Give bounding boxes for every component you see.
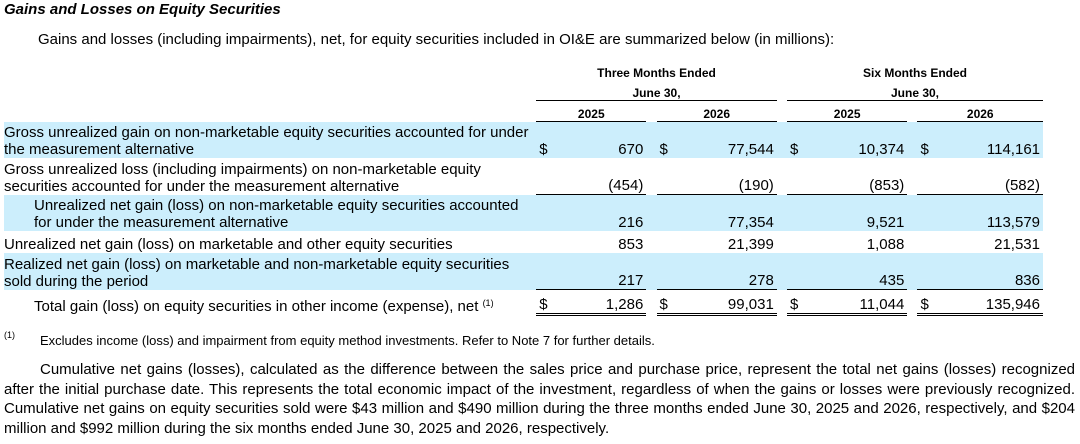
row-label: Gross unrealized gain on non-marketable … [4, 121, 537, 158]
header-three-months: Three Months Ended [597, 66, 716, 80]
cell-value: 216 [556, 194, 647, 231]
cell-value: 113,579 [937, 194, 1043, 231]
dollar-sign: $ [656, 289, 677, 316]
cell-value: 217 [556, 253, 647, 290]
header-six-months: Six Months Ended [862, 66, 967, 80]
cell-value: (454) [608, 177, 644, 194]
cell-value: 1,088 [866, 236, 905, 253]
footnote-text: Excludes income (loss) and impairment fr… [40, 333, 655, 348]
cell-value: (853) [869, 177, 905, 194]
row-label: Unrealized net gain (loss) on marketable… [4, 236, 453, 253]
dollar-sign: $ [536, 289, 557, 316]
row-label: Unrealized net gain (loss) on non-market… [4, 194, 537, 231]
dollar-sign: $ [917, 121, 938, 158]
row-label: Realized net gain (loss) on marketable a… [4, 253, 537, 290]
intro-text: Gains and losses (including impairments)… [38, 31, 835, 48]
table-row: Gross unrealized loss (including impairm… [4, 158, 1043, 195]
table-row: Unrealized net gain (loss) on marketable… [4, 231, 1043, 253]
cumulative-gains-paragraph: Cumulative net gains (losses), calculate… [4, 361, 1075, 437]
table-row: Realized net gain (loss) on marketable a… [4, 253, 1043, 290]
cell-value: (190) [738, 177, 774, 194]
cell-value: 21,531 [994, 236, 1040, 253]
header-row-years: 2025 2026 2025 2026 [4, 100, 1043, 122]
header-row-date: June 30, June 30, [4, 80, 1043, 101]
col-header: 2025 [787, 100, 908, 122]
footnote-ref: (1) [482, 297, 494, 308]
dollar-sign: $ [787, 121, 808, 158]
total-row: Total gain (loss) on equity securities i… [4, 289, 1043, 316]
cell-value: 135,946 [937, 289, 1043, 316]
total-label: Total gain (loss) on equity securities i… [4, 290, 536, 315]
equity-securities-table: Three Months Ended Six Months Ended June… [4, 60, 1043, 316]
cell-value: 836 [937, 253, 1043, 290]
cell-value: 99,031 [676, 289, 777, 316]
section-title: Gains and Losses on Equity Securities [4, 1, 281, 18]
row-label: Gross unrealized loss (including impairm… [4, 160, 481, 195]
header-six-months-date: June 30, [787, 80, 1043, 101]
cell-value: 435 [807, 253, 908, 290]
cell-value: 670 [556, 121, 647, 158]
table-row: Unrealized net gain (loss) on non-market… [4, 194, 1043, 231]
footnote-mark: (1) [4, 330, 15, 340]
cell-value: 11,044 [807, 289, 908, 316]
table-row: Gross unrealized gain on non-marketable … [4, 121, 1043, 158]
cell-value: 21,399 [727, 236, 774, 253]
dollar-sign: $ [917, 289, 938, 316]
cell-value: 278 [676, 253, 777, 290]
dollar-sign: $ [536, 121, 557, 158]
cell-value: 9,521 [807, 194, 908, 231]
total-label-text: Total gain (loss) on equity securities i… [34, 297, 479, 315]
cell-value: 114,161 [937, 121, 1043, 158]
header-three-months-date: June 30, [536, 80, 777, 101]
col-header: 2026 [656, 100, 777, 122]
cell-value: 853 [618, 236, 644, 253]
col-header: 2025 [536, 100, 647, 122]
cell-value: (582) [1004, 177, 1040, 194]
dollar-sign: $ [787, 289, 808, 316]
cell-value: 77,544 [676, 121, 777, 158]
cell-value: 10,374 [807, 121, 908, 158]
cell-value: 1,286 [556, 289, 647, 316]
cell-value: 77,354 [676, 194, 777, 231]
dollar-sign: $ [656, 121, 677, 158]
header-row-group: Three Months Ended Six Months Ended [4, 60, 1043, 80]
col-header: 2026 [917, 100, 1043, 122]
